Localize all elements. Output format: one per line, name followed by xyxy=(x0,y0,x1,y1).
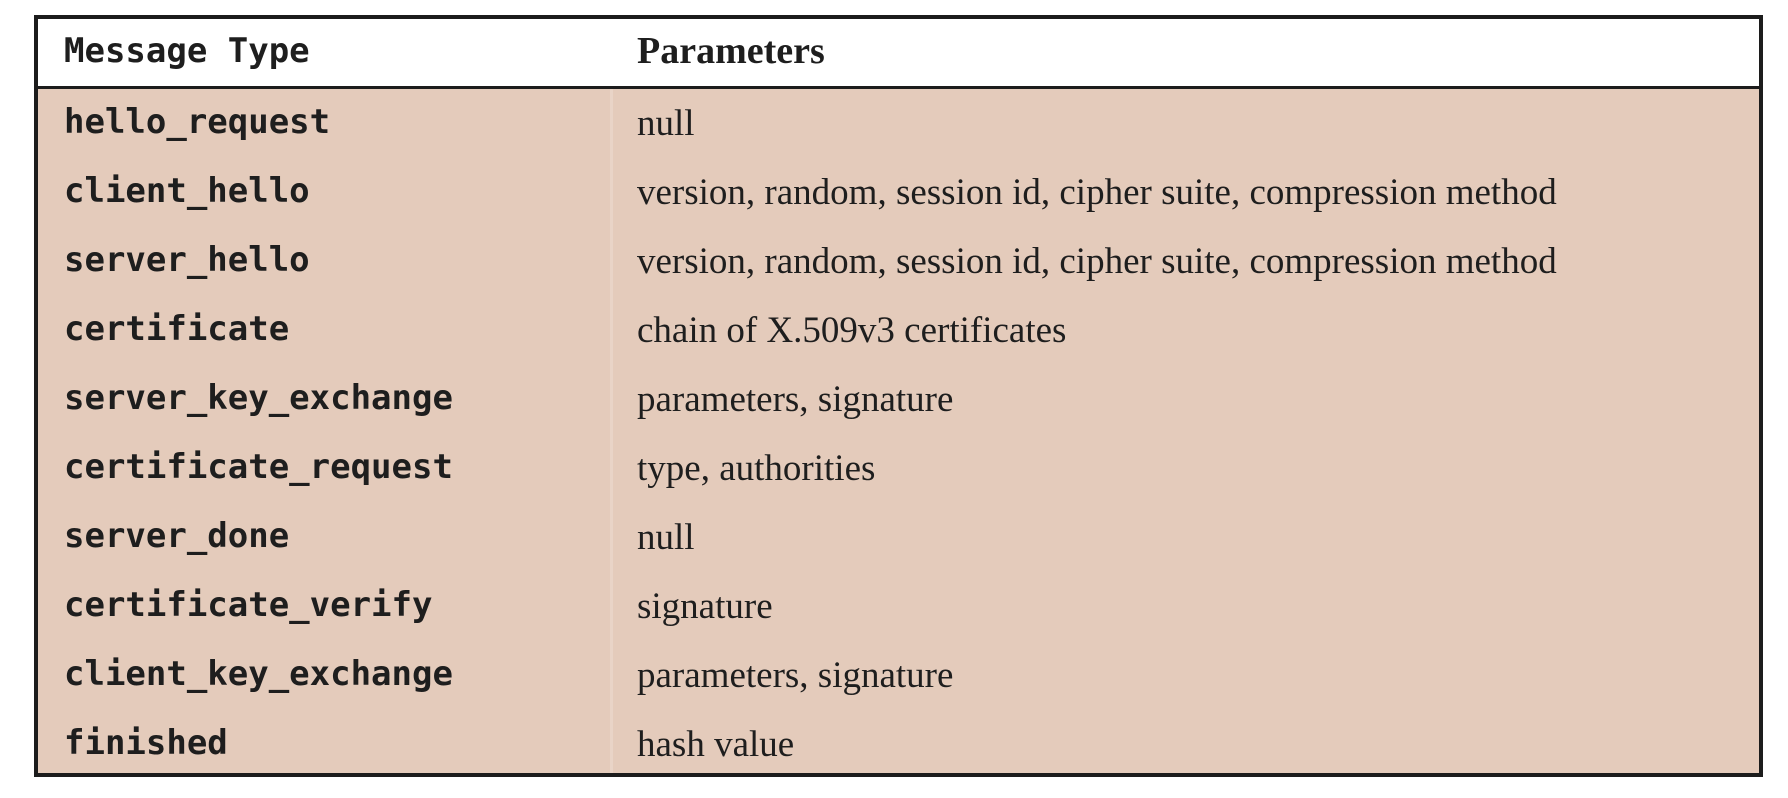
table-header-row: Message Type Parameters xyxy=(38,19,1759,89)
message-type-cell: finished xyxy=(64,723,228,763)
table-row: client_hello version, random, session id… xyxy=(38,158,1759,227)
table-row: server_key_exchange parameters, signatur… xyxy=(38,365,1759,434)
parameters-cell: signature xyxy=(637,586,773,627)
table-row: server_done null xyxy=(38,503,1759,572)
header-message-type: Message Type xyxy=(64,31,310,71)
table-row: server_hello version, random, session id… xyxy=(38,227,1759,296)
message-type-cell: server_done xyxy=(64,516,290,556)
header-parameters: Parameters xyxy=(637,30,825,72)
handshake-message-table: Message Type Parameters hello_request nu… xyxy=(34,15,1763,777)
table-row: certificate_request type, authorities xyxy=(38,434,1759,503)
column-divider xyxy=(610,19,613,773)
parameters-cell: null xyxy=(637,517,695,558)
parameters-cell: parameters, signature xyxy=(637,655,954,696)
message-type-cell: client_hello xyxy=(64,171,310,211)
message-type-cell: certificate xyxy=(64,309,290,349)
table-row: finished hash value xyxy=(38,710,1759,779)
parameters-cell: hash value xyxy=(637,724,795,765)
message-type-cell: certificate_request xyxy=(64,447,453,487)
parameters-cell: chain of X.509v3 certificates xyxy=(637,310,1067,351)
parameters-cell: type, authorities xyxy=(637,448,876,489)
message-type-cell: hello_request xyxy=(64,102,331,142)
message-type-cell: server_key_exchange xyxy=(64,378,453,418)
parameters-cell: version, random, session id, cipher suit… xyxy=(637,241,1557,282)
message-type-cell: certificate_verify xyxy=(64,585,433,625)
message-type-cell: server_hello xyxy=(64,240,310,280)
parameters-cell: version, random, session id, cipher suit… xyxy=(637,172,1557,213)
table-row: certificate_verify signature xyxy=(38,572,1759,641)
parameters-cell: null xyxy=(637,103,695,144)
table-row: hello_request null xyxy=(38,89,1759,158)
table-row: certificate chain of X.509v3 certificate… xyxy=(38,296,1759,365)
table-row: client_key_exchange parameters, signatur… xyxy=(38,641,1759,710)
message-type-cell: client_key_exchange xyxy=(64,654,453,694)
parameters-cell: parameters, signature xyxy=(637,379,954,420)
